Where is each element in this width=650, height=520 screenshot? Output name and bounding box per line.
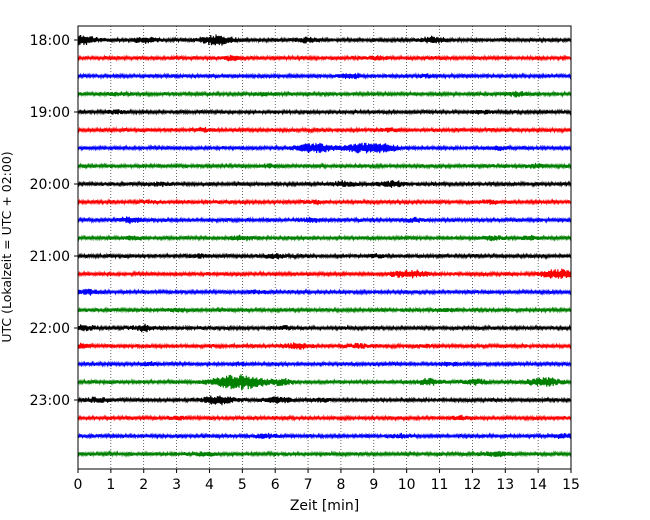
x-tick-label-7: 7: [304, 477, 313, 493]
x-tick-label-14: 14: [529, 477, 547, 493]
y-tick-label-2200: 22:00: [30, 321, 70, 337]
x-tick-label-0: 0: [74, 477, 83, 493]
x-axis-title: Zeit [min]: [290, 498, 359, 514]
trace-row-2330: [77, 432, 572, 440]
trace-row-1900: [77, 108, 572, 116]
y-tick-label-1800: 18:00: [30, 33, 70, 49]
trace-row-2215: [77, 342, 572, 350]
y-tick-label-2300: 23:00: [30, 393, 70, 409]
trace-row-2300: [77, 395, 572, 406]
trace-row-1845: [77, 90, 572, 98]
trace-row-2200: [77, 323, 572, 333]
trace-row-1800: [77, 34, 572, 46]
trace-row-1915: [77, 126, 572, 135]
x-tick-label-15: 15: [562, 477, 580, 493]
trace-row-2130: [77, 288, 572, 296]
seismogram-traces: [77, 34, 572, 459]
trace-row-2145: [77, 306, 572, 314]
x-tick-label-9: 9: [369, 477, 378, 493]
trace-row-1815: [77, 54, 572, 62]
x-tick-label-5: 5: [238, 477, 247, 493]
x-tick-label-10: 10: [398, 477, 416, 493]
y-tick-label-1900: 19:00: [30, 105, 70, 121]
x-tick-label-13: 13: [496, 477, 514, 493]
y-axis-title: UTC (Lokalzeit = UTC + 02:00): [0, 151, 14, 342]
trace-row-2030: [77, 216, 572, 225]
trace-row-2230: [77, 360, 572, 368]
trace-row-1830: [77, 72, 572, 81]
trace-row-2115: [77, 268, 572, 279]
trace-row-2315: [77, 414, 572, 422]
trace-row-2015: [77, 198, 572, 206]
y-axis: 18:00 19:00 20:00 21:00 22:00 23:00: [30, 33, 78, 409]
trace-row-2045: [77, 234, 572, 242]
trace-row-2100: [77, 252, 572, 261]
x-tick-label-1: 1: [106, 477, 115, 493]
trace-row-2345: [77, 449, 572, 459]
x-tick-label-11: 11: [431, 477, 449, 493]
x-tick-label-8: 8: [336, 477, 345, 493]
x-tick-label-12: 12: [463, 477, 481, 493]
trace-row-2000: [77, 180, 572, 188]
x-axis: 0 1 2 3 4 5 6 7 8 9 10 11 12 13 14 15: [74, 469, 580, 493]
plot-frame: [77, 25, 572, 470]
trace-row-1945: [77, 162, 572, 170]
trace-row-1930: [77, 142, 572, 154]
trace-row-2245: [77, 374, 572, 391]
x-tick-label-2: 2: [139, 477, 148, 493]
vertical-gridlines: [110, 26, 539, 469]
x-tick-label-3: 3: [172, 477, 181, 493]
y-tick-label-2000: 20:00: [30, 177, 70, 193]
y-tick-label-2100: 21:00: [30, 249, 70, 265]
x-tick-label-6: 6: [271, 477, 280, 493]
x-tick-label-4: 4: [205, 477, 214, 493]
